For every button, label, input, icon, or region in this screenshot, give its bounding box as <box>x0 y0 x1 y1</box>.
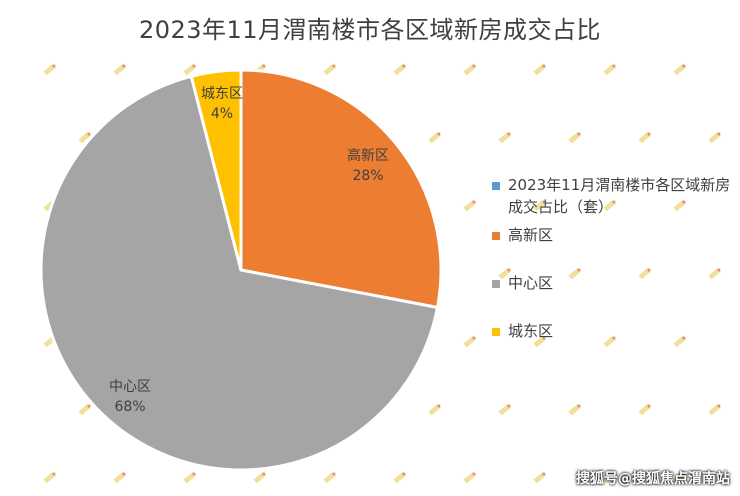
legend-label: 高新区 <box>508 226 554 244</box>
legend: 2023年11月渭南楼市各区域新房成交占比（套） 高新区 中心区 城东区 <box>492 174 740 342</box>
watermark-dot <box>682 472 686 476</box>
watermark-dot <box>542 64 546 68</box>
watermark-dot <box>717 404 721 408</box>
watermark-dot <box>612 64 616 68</box>
watermark-dot <box>612 200 616 204</box>
watermark-dot <box>542 472 546 476</box>
slice-name: 高新区 <box>347 148 389 164</box>
watermark-dot <box>647 404 651 408</box>
watermark-dot <box>87 132 91 136</box>
legend-swatch <box>492 280 500 288</box>
watermark-dot <box>192 472 196 476</box>
slice-gaoxin <box>239 68 443 310</box>
watermark-dot <box>577 132 581 136</box>
pie-slices <box>39 68 443 472</box>
watermark-dot <box>612 472 616 476</box>
watermark-dot <box>437 404 441 408</box>
watermark-dot <box>577 268 581 272</box>
watermark-dot <box>507 268 511 272</box>
watermark-dot <box>472 64 476 68</box>
slice-percent: 4% <box>210 106 234 122</box>
slice-zhongxin <box>39 74 440 472</box>
watermark-dot <box>682 64 686 68</box>
watermark: 搜狐号@搜狐焦点渭南站 <box>576 471 730 487</box>
watermark-dot <box>682 200 686 204</box>
legend-label: 中心区 <box>508 274 554 292</box>
watermark-dot <box>87 404 91 408</box>
watermark-dot <box>542 336 546 340</box>
legend-swatch <box>492 182 500 190</box>
watermark-dot <box>717 132 721 136</box>
watermark-dot <box>192 64 196 68</box>
watermark-dot <box>122 472 126 476</box>
legend-swatch <box>492 232 500 240</box>
watermark-dot <box>612 336 616 340</box>
legend-item-chengdong: 城东区 <box>492 320 740 342</box>
watermark-dot <box>507 404 511 408</box>
watermark-dot <box>262 64 266 68</box>
watermark-dot <box>472 200 476 204</box>
slice-percent: 28% <box>352 168 384 184</box>
watermark-dot <box>332 472 336 476</box>
watermark-dot <box>332 64 336 68</box>
watermark-dot <box>472 472 476 476</box>
watermark-dot <box>472 336 476 340</box>
slice-name: 城东区 <box>201 86 243 102</box>
watermark-dot <box>647 132 651 136</box>
slice-name: 中心区 <box>109 379 151 395</box>
watermark-dot <box>52 64 56 68</box>
watermark-dot <box>542 200 546 204</box>
slice-chengdong <box>189 68 243 271</box>
legend-item-gaoxin: 高新区 <box>492 224 740 246</box>
slice-label-chengdong: 城东区 4% <box>186 84 258 124</box>
legend-label: 2023年11月渭南楼市各区域新房成交占比（套） <box>508 176 731 216</box>
watermark-dot <box>717 268 721 272</box>
legend-label: 城东区 <box>508 322 554 340</box>
slice-percent: 68% <box>114 399 146 415</box>
slice-label-gaoxin: 高新区 28% <box>328 146 408 186</box>
watermark-dot <box>577 404 581 408</box>
legend-item-zhongxin: 中心区 <box>492 272 740 294</box>
legend-swatch <box>492 328 500 336</box>
watermark-dot <box>437 132 441 136</box>
watermark-dot <box>52 472 56 476</box>
slice-label-zhongxin: 中心区 68% <box>90 377 170 417</box>
legend-item-series: 2023年11月渭南楼市各区域新房成交占比（套） <box>492 174 740 218</box>
watermark-dot <box>262 472 266 476</box>
watermark-dot <box>402 472 406 476</box>
watermark-dot <box>122 64 126 68</box>
chart-title: 2023年11月渭南楼市各区域新房成交占比 <box>138 16 602 44</box>
watermark-dot <box>507 132 511 136</box>
watermark-dot <box>402 64 406 68</box>
watermark-dot <box>682 336 686 340</box>
watermark-dot <box>647 268 651 272</box>
